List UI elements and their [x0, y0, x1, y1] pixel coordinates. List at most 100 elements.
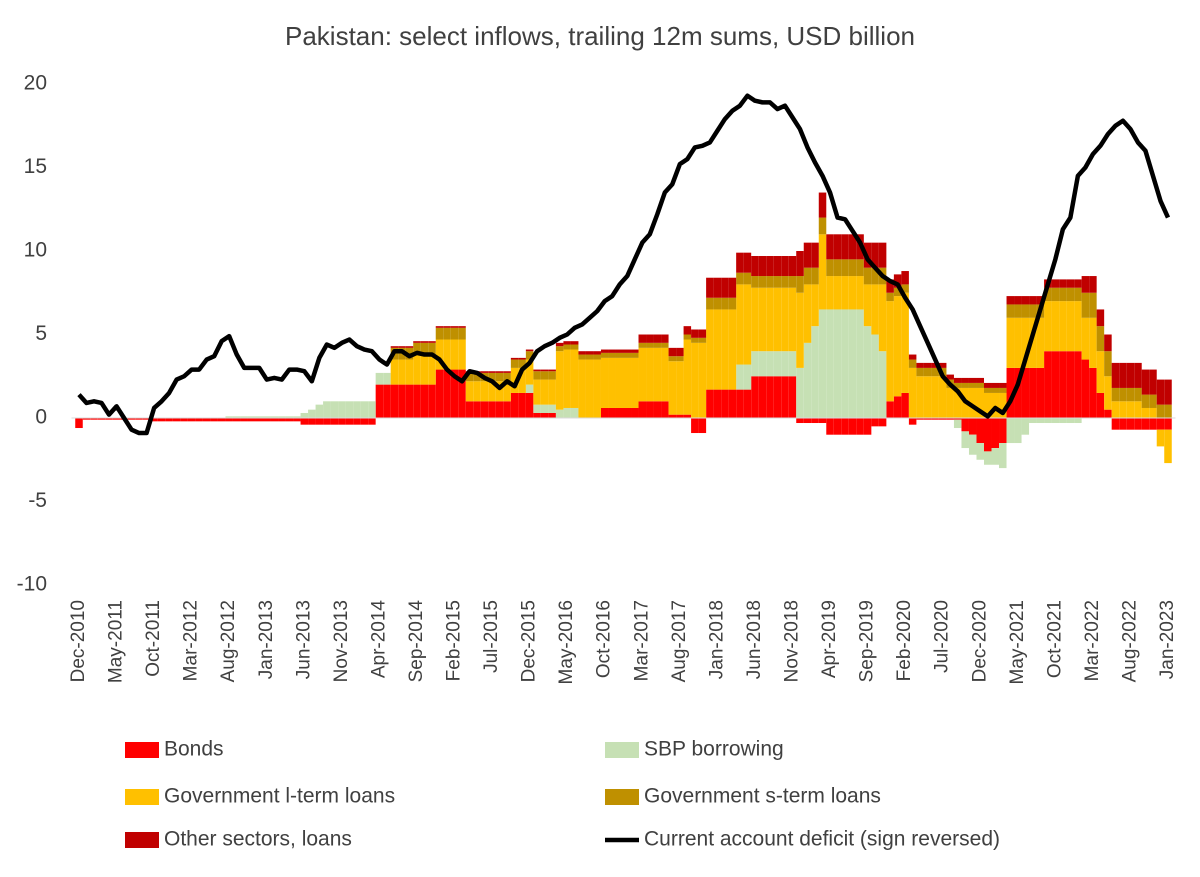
- bar: [818, 217, 827, 235]
- bar: [1059, 351, 1067, 418]
- bar: [525, 359, 534, 385]
- bar: [1066, 351, 1075, 418]
- bar: [540, 379, 549, 405]
- bar: [263, 418, 271, 422]
- bar: [856, 309, 864, 418]
- bar: [773, 351, 782, 377]
- bar: [931, 376, 939, 418]
- bar: [390, 346, 399, 348]
- bar: [1044, 351, 1052, 418]
- bar: [728, 309, 737, 390]
- bar: [1014, 317, 1022, 368]
- bar: [848, 234, 857, 260]
- bar: [593, 354, 601, 360]
- bar: [841, 234, 849, 260]
- bar: [1096, 326, 1105, 352]
- bar: [1051, 418, 1060, 424]
- bar: [1096, 351, 1105, 393]
- bar: [428, 342, 436, 355]
- bar: [503, 372, 511, 382]
- bar: [413, 354, 421, 385]
- bar: [555, 342, 564, 347]
- bar: [533, 404, 541, 413]
- bar: [916, 367, 924, 377]
- bar: [413, 384, 421, 418]
- bar: [150, 418, 158, 422]
- y-tick-label: 5: [35, 322, 47, 345]
- bar: [773, 276, 782, 288]
- x-tick-label: May-2021: [1007, 600, 1028, 685]
- bar: [833, 418, 842, 435]
- bar: [743, 272, 752, 285]
- bar: [1081, 317, 1090, 360]
- bar: [1126, 362, 1135, 388]
- legend-swatch: [605, 742, 639, 758]
- bar: [1089, 367, 1097, 418]
- bar: [225, 416, 233, 418]
- bar: [450, 327, 459, 340]
- bar: [375, 372, 384, 385]
- bar: [811, 326, 819, 418]
- bar: [706, 277, 714, 298]
- bar: [1074, 418, 1082, 424]
- x-tick-label: Mar-2012: [181, 600, 202, 681]
- bar: [706, 297, 714, 310]
- bar: [195, 418, 203, 422]
- bar: [555, 351, 564, 410]
- bar: [608, 352, 616, 358]
- bar: [1074, 301, 1082, 352]
- bar: [983, 387, 992, 393]
- x-tick-label: Jan-2023: [1157, 600, 1178, 679]
- bar: [818, 234, 827, 310]
- bar: [953, 387, 962, 418]
- bar: [1156, 418, 1165, 430]
- x-tick-label: Nov-2013: [331, 600, 352, 682]
- bar: [383, 384, 391, 418]
- bar: [908, 418, 917, 425]
- bar: [615, 357, 624, 408]
- bar: [1059, 301, 1067, 352]
- x-tick-label: Feb-2020: [894, 600, 915, 681]
- bar: [525, 392, 534, 418]
- bar: [878, 284, 887, 352]
- bar: [1119, 401, 1127, 418]
- bar: [495, 401, 504, 418]
- bar: [540, 404, 549, 413]
- bar: [435, 326, 444, 328]
- bar: [82, 418, 91, 420]
- bar: [1096, 309, 1105, 327]
- bar: [450, 369, 459, 418]
- bar: [691, 418, 699, 434]
- bar: [961, 418, 969, 432]
- bar: [811, 418, 819, 424]
- bar: [946, 387, 954, 418]
- bar: [916, 376, 924, 418]
- bar: [796, 251, 804, 277]
- bar: [826, 276, 834, 310]
- bar: [676, 347, 684, 357]
- y-tick-label: 0: [35, 406, 47, 429]
- bar: [736, 364, 744, 390]
- bar: [142, 418, 151, 420]
- bar: [540, 412, 549, 418]
- x-tick-label: Jan-2013: [256, 600, 277, 679]
- x-tick-label: Jan-2018: [706, 600, 727, 679]
- bar: [1141, 418, 1150, 430]
- bar: [848, 259, 857, 277]
- bar: [1164, 404, 1172, 418]
- bar: [833, 259, 842, 277]
- bar: [600, 357, 609, 408]
- bar: [968, 434, 977, 455]
- bar: [841, 259, 849, 277]
- bar: [1074, 287, 1082, 302]
- bar: [826, 418, 834, 435]
- bar: [428, 354, 436, 385]
- y-tick-label: -10: [17, 573, 47, 596]
- bar: [863, 418, 872, 435]
- bar: [435, 369, 444, 418]
- bar: [503, 401, 511, 418]
- bar: [465, 381, 474, 402]
- bar: [1134, 387, 1142, 402]
- bar: [1081, 292, 1090, 318]
